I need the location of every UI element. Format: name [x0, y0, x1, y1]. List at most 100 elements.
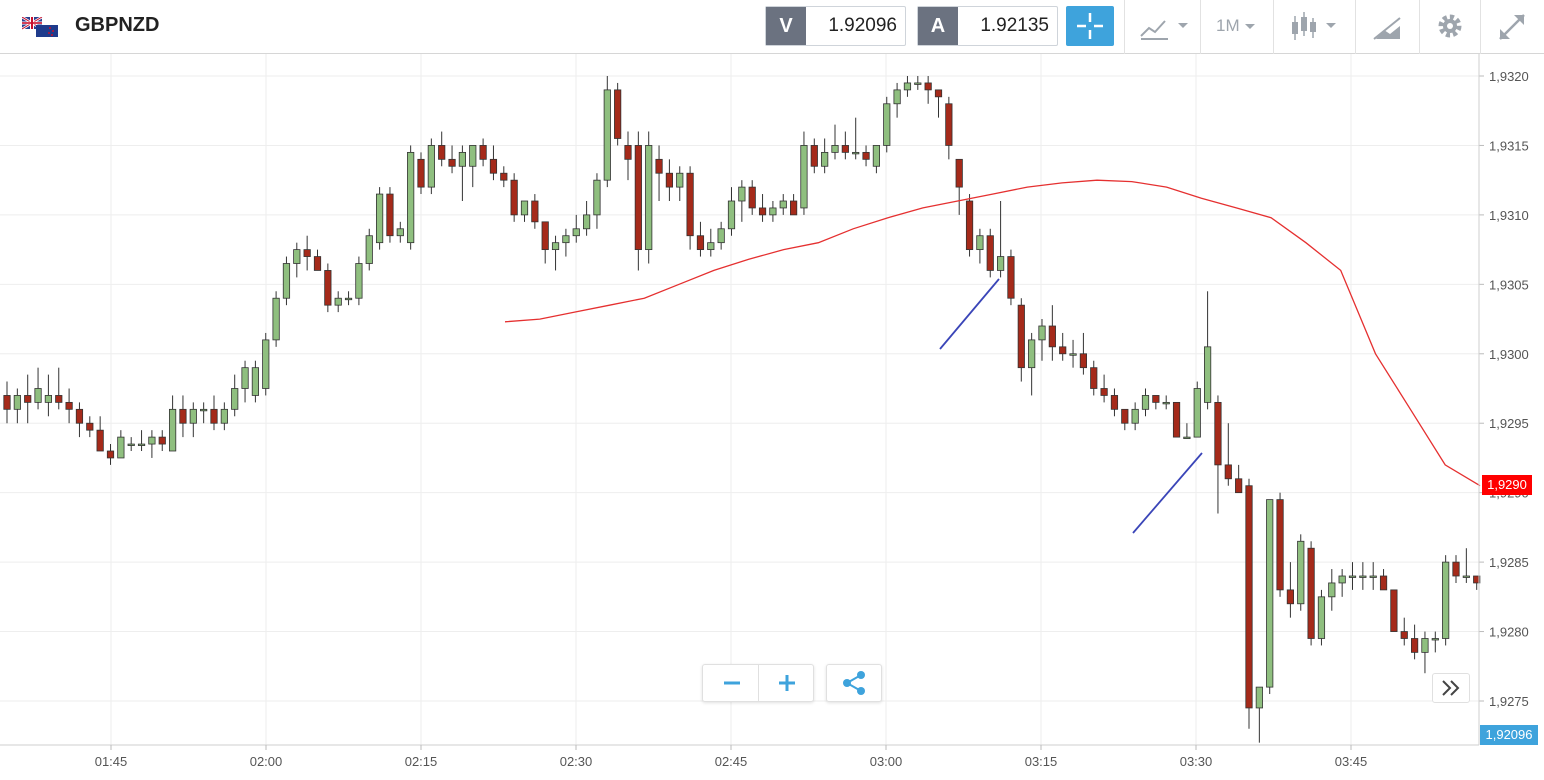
candle — [96, 416, 104, 452]
candle-body-up — [872, 145, 881, 167]
candle-body-up — [883, 103, 891, 146]
drawing-tools-button[interactable] — [1370, 6, 1406, 46]
candle — [1183, 423, 1191, 440]
x-axis: 01:45 02:00 02:15 02:30 02:45 03:00 03:15 03:30… — [0, 744, 1479, 769]
candle — [748, 180, 756, 215]
candle-body-down — [1007, 256, 1015, 299]
candle — [655, 145, 663, 201]
candle-body-up — [562, 235, 570, 244]
candle-body-down — [1411, 638, 1419, 653]
x-tick-label: 02:30 — [560, 754, 593, 769]
candle — [241, 360, 249, 403]
candle-body-down — [841, 145, 849, 153]
grid — [0, 54, 1479, 745]
candle — [1121, 408, 1129, 431]
candle — [200, 402, 208, 424]
candle-body-down — [790, 200, 798, 216]
candle-body-down — [655, 158, 663, 174]
y-tick-label: 1,9300 — [1489, 347, 1529, 362]
candle — [727, 187, 736, 236]
candle-body-up — [1255, 686, 1263, 709]
candle — [272, 291, 280, 347]
candle-body-up — [800, 145, 808, 209]
candle-body-up — [1028, 339, 1036, 369]
candle — [117, 430, 125, 459]
candle — [344, 291, 353, 306]
candle — [407, 145, 415, 250]
timeframe-button[interactable]: 1M — [1216, 6, 1266, 46]
crosshair-button[interactable] — [1066, 6, 1114, 46]
candle-body-up — [365, 235, 373, 264]
candle-body-up — [1348, 575, 1357, 578]
candle-style-button[interactable] — [1288, 6, 1348, 46]
moving-average-line — [504, 179, 1481, 487]
candle — [665, 159, 674, 201]
candle — [1390, 589, 1398, 632]
zoom-in-button[interactable] — [760, 665, 813, 701]
candle-body-up — [293, 249, 301, 264]
candle — [158, 430, 166, 451]
candle-body-down — [303, 249, 311, 257]
candle — [1400, 617, 1408, 646]
candle-body-up — [1442, 561, 1450, 639]
trendline[interactable] — [939, 278, 1000, 350]
x-tick-label: 02:15 — [405, 754, 438, 769]
candle-body-down — [1307, 547, 1315, 639]
scroll-to-latest-button[interactable] — [1432, 673, 1470, 703]
candle-body-down — [965, 200, 974, 251]
candle — [86, 416, 94, 438]
bid-price-label: 1,92096 — [1480, 725, 1538, 745]
candle — [883, 96, 891, 153]
y-tick-label: 1,9315 — [1489, 138, 1529, 153]
price-chart[interactable]: 1,9320 1,9315 1,9310 1,9305 1,9300 1,9295 1,92… — [0, 54, 1544, 780]
candle-body-down — [945, 103, 953, 146]
candle — [862, 145, 870, 167]
candle — [852, 117, 860, 160]
candle — [1172, 401, 1181, 438]
candle — [1286, 562, 1294, 618]
candle — [210, 395, 218, 431]
candle-body-up — [117, 436, 125, 459]
y-tick-label: 1,9310 — [1489, 208, 1529, 223]
candle — [831, 124, 839, 160]
trendline[interactable] — [1132, 452, 1203, 534]
candle-body-down — [986, 235, 994, 271]
share-control — [826, 664, 882, 702]
fullscreen-button[interactable] — [1494, 6, 1530, 46]
candle-body-up — [1183, 436, 1191, 440]
sell-price-box[interactable]: V 1.92096 — [765, 6, 906, 46]
candle — [1452, 555, 1460, 583]
candle — [593, 173, 601, 229]
zoom-out-button[interactable] — [705, 665, 758, 701]
candle — [313, 249, 322, 271]
candle-body-down — [55, 395, 63, 403]
buy-price-box[interactable]: A 1.92135 — [917, 6, 1058, 46]
candle — [75, 402, 84, 438]
candle — [427, 138, 435, 195]
candle — [148, 430, 156, 458]
settings-button[interactable] — [1432, 6, 1468, 46]
candle-body-up — [738, 186, 746, 202]
candle — [624, 131, 632, 181]
share-button[interactable] — [827, 665, 881, 701]
moving-average — [504, 179, 1481, 487]
timeframe-label: 1M — [1216, 16, 1240, 35]
candle-body-up — [375, 193, 384, 244]
candle — [262, 332, 270, 396]
candle-body-up — [251, 367, 259, 396]
candle — [3, 381, 11, 424]
line-chart-icon — [1140, 20, 1188, 40]
candle — [758, 194, 767, 222]
candle-body-up — [727, 200, 736, 230]
candle — [469, 145, 477, 188]
candle — [282, 256, 291, 306]
candle-body-up — [976, 235, 984, 251]
candle — [800, 131, 808, 215]
buy-price: 1.92135 — [980, 15, 1049, 36]
double-chevron-right-icon — [1442, 680, 1460, 696]
candle — [976, 228, 984, 264]
candle — [1276, 492, 1284, 597]
candle — [24, 374, 32, 424]
chart-type-button[interactable] — [1138, 6, 1194, 46]
candle-body-down — [86, 422, 94, 431]
